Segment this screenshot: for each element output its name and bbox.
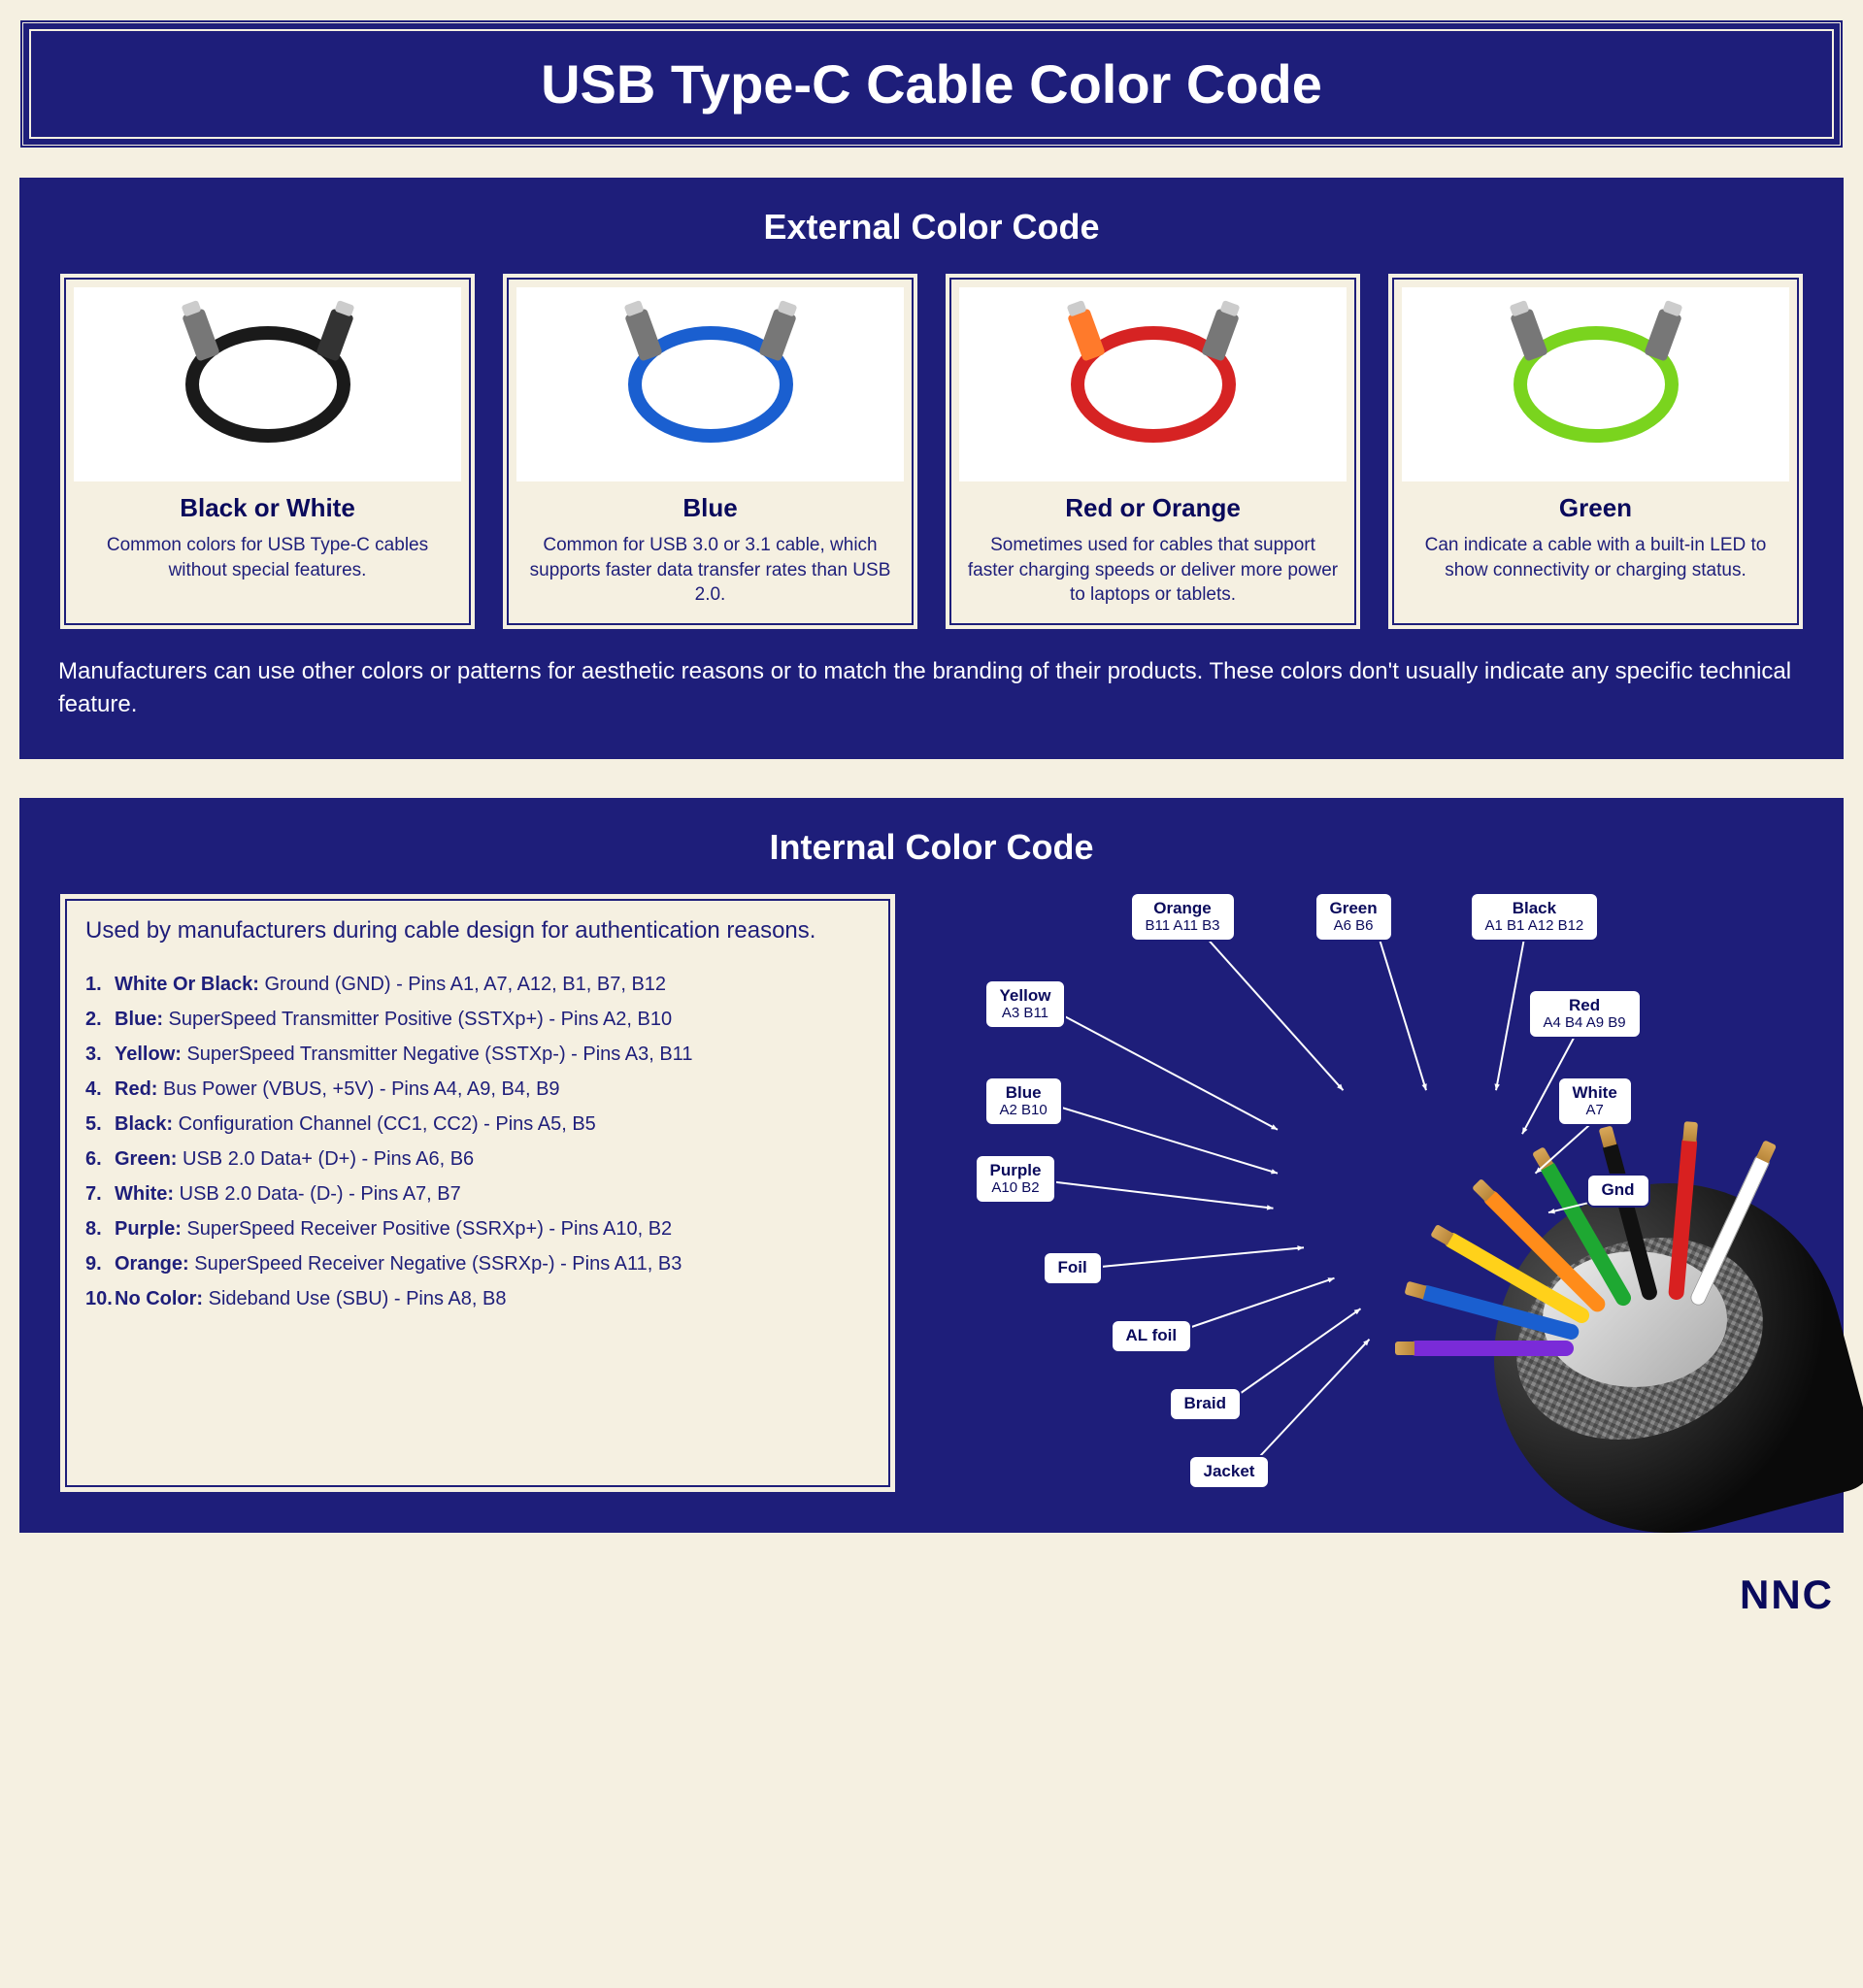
wire-label: RedA4 B4 A9 B9 [1528,989,1642,1039]
external-heading: External Color Code [58,207,1805,248]
card-desc: Common for USB 3.0 or 3.1 cable, which s… [516,533,904,615]
internal-section: Internal Color Code Used by manufacturer… [19,798,1844,1533]
internal-list-item: Orange: SuperSpeed Receiver Negative (SS… [85,1246,870,1281]
wire-label: BlackA1 B1 A12 B12 [1470,892,1600,942]
card-desc: Sometimes used for cables that support f… [959,533,1347,615]
page-title: USB Type-C Cable Color Code [52,52,1811,116]
internal-list-item: White Or Black: Ground (GND) - Pins A1, … [85,967,870,1002]
wire-label: YellowA3 B11 [984,979,1067,1029]
external-card: Green Can indicate a cable with a built-… [1386,272,1805,631]
internal-heading: Internal Color Code [58,827,1805,868]
card-desc: Common colors for USB Type-C cables with… [74,533,461,590]
wire-label: GreenA6 B6 [1314,892,1393,942]
internal-list-item: Red: Bus Power (VBUS, +5V) - Pins A4, A9… [85,1072,870,1107]
wire-label: PurpleA10 B2 [975,1154,1057,1204]
wire-label: AL foil [1111,1319,1193,1353]
internal-list: White Or Black: Ground (GND) - Pins A1, … [85,967,870,1316]
wire-label: Braid [1169,1387,1242,1421]
external-note: Manufacturers can use other colors or pa… [58,655,1805,720]
card-title: Blue [516,493,904,523]
cable-illustration [959,287,1347,481]
external-cards: Black or White Common colors for USB Typ… [58,272,1805,631]
cable-illustration [1402,287,1789,481]
card-title: Red or Orange [959,493,1347,523]
wire-label: OrangeB11 A11 B3 [1130,892,1236,942]
cable-illustration [74,287,461,481]
wire-strand [1409,1341,1574,1356]
internal-list-item: Purple: SuperSpeed Receiver Positive (SS… [85,1211,870,1246]
internal-text-panel: Used by manufacturers during cable desig… [58,892,897,1494]
wire-label: Foil [1043,1251,1103,1285]
external-card: Blue Common for USB 3.0 or 3.1 cable, wh… [501,272,919,631]
card-title: Green [1402,493,1789,523]
internal-list-item: No Color: Sideband Use (SBU) - Pins A8, … [85,1281,870,1316]
wire-label: Jacket [1188,1455,1271,1489]
external-card: Black or White Common colors for USB Typ… [58,272,477,631]
internal-list-item: Black: Configuration Channel (CC1, CC2) … [85,1107,870,1142]
internal-list-item: Green: USB 2.0 Data+ (D+) - Pins A6, B6 [85,1142,870,1176]
internal-list-item: Blue: SuperSpeed Transmitter Positive (S… [85,1002,870,1037]
cable-illustration [516,287,904,481]
internal-list-item: White: USB 2.0 Data- (D-) - Pins A7, B7 [85,1176,870,1211]
card-title: Black or White [74,493,461,523]
brand-logo: NNC [19,1572,1844,1618]
page: USB Type-C Cable Color Code External Col… [19,19,1844,1618]
external-card: Red or Orange Sometimes used for cables … [944,272,1362,631]
card-desc: Can indicate a cable with a built-in LED… [1402,533,1789,590]
title-bar: USB Type-C Cable Color Code [19,19,1844,149]
external-section: External Color Code Black or White Commo… [19,178,1844,759]
internal-lead: Used by manufacturers during cable desig… [85,915,870,946]
internal-list-item: Yellow: SuperSpeed Transmitter Negative … [85,1037,870,1072]
wire-label: BlueA2 B10 [984,1077,1063,1126]
wire-label: Gnd [1586,1174,1650,1208]
cable-diagram: OrangeB11 A11 B3 GreenA6 B6 BlackA1 B1 A12… [926,892,1805,1494]
wire-label: WhiteA7 [1557,1077,1633,1126]
